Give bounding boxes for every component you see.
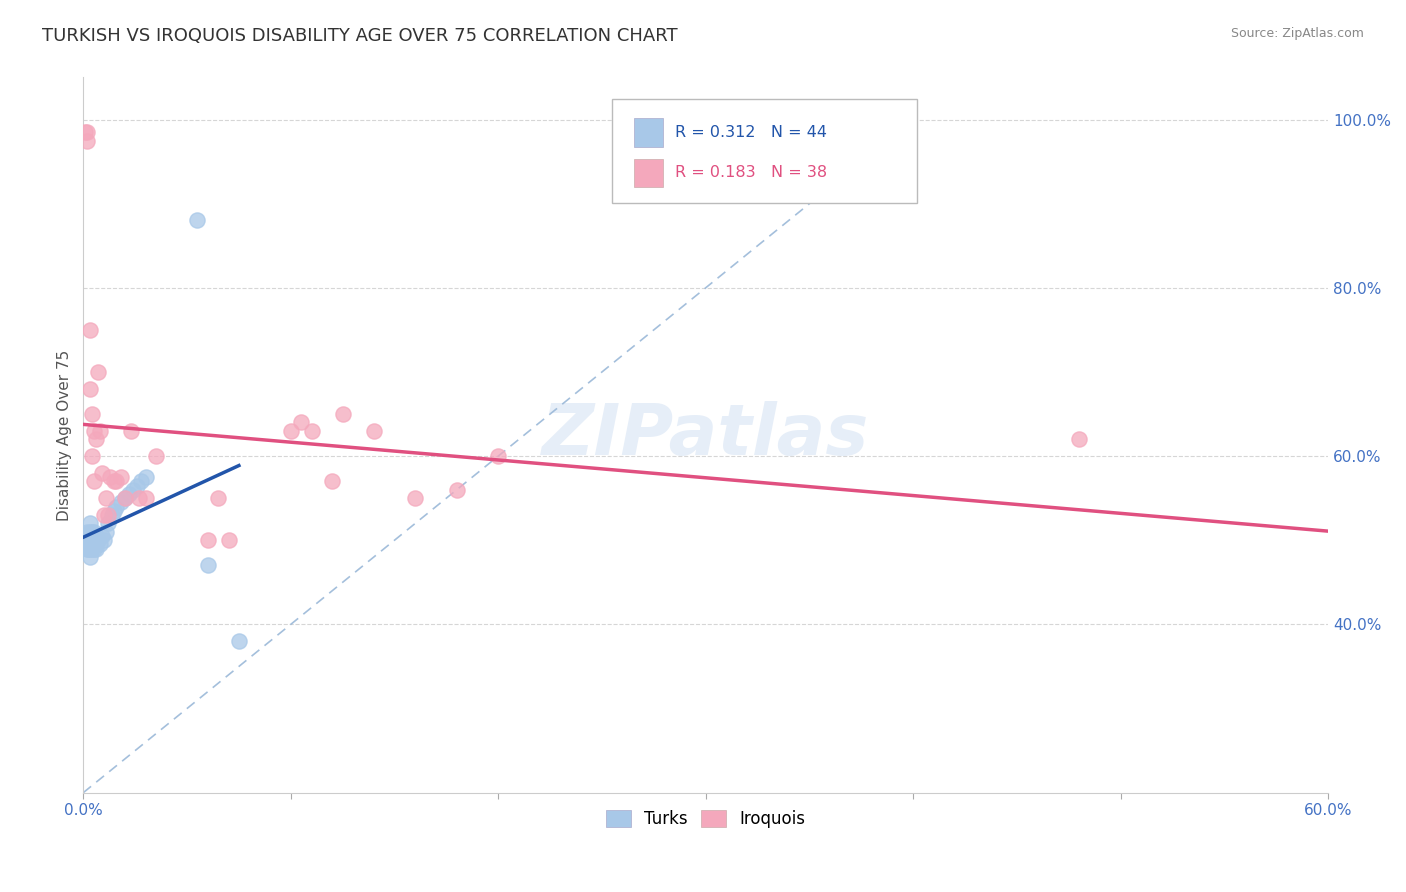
Point <box>89 424 111 438</box>
Point <box>197 558 219 573</box>
Point <box>363 424 385 438</box>
Point <box>79 541 101 556</box>
Point <box>118 487 141 501</box>
Point <box>290 416 312 430</box>
Point <box>83 424 105 438</box>
Point <box>80 524 103 539</box>
Point <box>79 524 101 539</box>
Point <box>84 432 107 446</box>
Point <box>97 516 120 531</box>
Point <box>75 537 97 551</box>
Point <box>301 424 323 438</box>
Point <box>105 475 128 489</box>
Point <box>93 533 115 548</box>
Point <box>127 478 149 492</box>
Point <box>76 125 98 139</box>
Point <box>80 529 103 543</box>
Point <box>93 508 115 522</box>
Point <box>218 533 240 548</box>
Point <box>80 533 103 548</box>
Point <box>79 323 101 337</box>
Point <box>122 483 145 497</box>
Point <box>114 491 136 505</box>
Point <box>120 424 142 438</box>
Point <box>110 470 132 484</box>
FancyBboxPatch shape <box>634 159 664 187</box>
Point <box>207 491 229 505</box>
FancyBboxPatch shape <box>634 119 664 147</box>
Point <box>87 365 110 379</box>
Point <box>80 449 103 463</box>
Point <box>97 508 120 522</box>
Text: R = 0.312   N = 44: R = 0.312 N = 44 <box>675 125 827 140</box>
Point <box>83 541 105 556</box>
Point <box>128 491 150 505</box>
Point <box>76 524 98 539</box>
Point <box>91 466 114 480</box>
Point <box>84 537 107 551</box>
Point <box>83 475 105 489</box>
Point <box>76 533 98 548</box>
Point <box>87 533 110 548</box>
Y-axis label: Disability Age Over 75: Disability Age Over 75 <box>58 350 72 521</box>
Point <box>446 483 468 497</box>
Point <box>321 475 343 489</box>
Point <box>1069 432 1091 446</box>
Point <box>83 524 105 539</box>
Point <box>101 508 124 522</box>
Text: ZIPatlas: ZIPatlas <box>543 401 869 469</box>
Point <box>83 529 105 543</box>
Point <box>83 533 105 548</box>
Text: TURKISH VS IROQUOIS DISABILITY AGE OVER 75 CORRELATION CHART: TURKISH VS IROQUOIS DISABILITY AGE OVER … <box>42 27 678 45</box>
Point <box>79 533 101 548</box>
Point <box>80 407 103 421</box>
Point <box>89 537 111 551</box>
Point <box>75 125 97 139</box>
Point <box>75 529 97 543</box>
Text: Source: ZipAtlas.com: Source: ZipAtlas.com <box>1230 27 1364 40</box>
Point <box>91 529 114 543</box>
Point <box>77 541 100 556</box>
Point <box>79 533 101 548</box>
Point <box>114 491 136 505</box>
Legend: Turks, Iroquois: Turks, Iroquois <box>599 803 813 834</box>
Point <box>79 550 101 565</box>
Point <box>404 491 426 505</box>
Point <box>80 541 103 556</box>
FancyBboxPatch shape <box>613 99 917 202</box>
Point <box>84 541 107 556</box>
Point <box>131 475 153 489</box>
Text: R = 0.183   N = 38: R = 0.183 N = 38 <box>675 165 827 180</box>
Point <box>110 495 132 509</box>
Point <box>135 491 157 505</box>
Point <box>76 134 98 148</box>
Point <box>79 516 101 531</box>
Point <box>75 533 97 548</box>
Point <box>98 470 121 484</box>
Point <box>135 470 157 484</box>
Point <box>73 533 96 548</box>
Point <box>280 424 302 438</box>
Point <box>186 213 208 227</box>
Point <box>145 449 167 463</box>
Point <box>103 475 125 489</box>
Point <box>76 541 98 556</box>
Point <box>79 382 101 396</box>
Point <box>84 529 107 543</box>
Point <box>486 449 509 463</box>
Point <box>94 491 117 505</box>
Point <box>103 504 125 518</box>
Point <box>94 524 117 539</box>
Point <box>228 634 250 648</box>
Point <box>105 500 128 514</box>
Point <box>197 533 219 548</box>
Point <box>332 407 354 421</box>
